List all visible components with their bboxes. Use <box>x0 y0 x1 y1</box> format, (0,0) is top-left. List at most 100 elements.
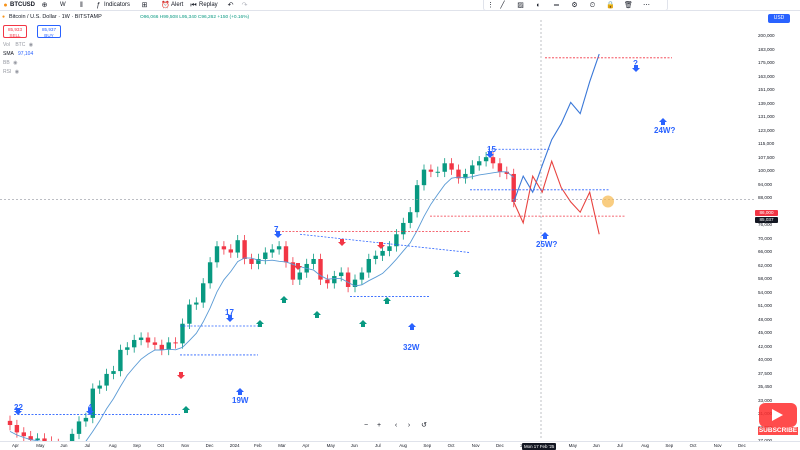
candle-body <box>414 185 420 213</box>
legend-row-bb-name: BB <box>3 60 10 66</box>
symbol-search[interactable]: BTCUSD <box>10 2 35 8</box>
annotation-7: 7 <box>274 225 279 234</box>
legend-row-vol-value: BTC <box>15 42 26 48</box>
time-label: Feb <box>254 443 262 448</box>
legend-row-rsi[interactable]: RSI ◉ <box>3 69 19 75</box>
price-label: 163,000 <box>758 73 775 79</box>
zoom-in-icon[interactable]: + <box>376 422 382 429</box>
zoom-out-icon[interactable]: − <box>363 422 369 429</box>
line-tool-icon[interactable]: ╱ <box>500 2 505 9</box>
price-label: 48,000 <box>758 316 773 322</box>
candle-body <box>276 246 282 250</box>
price-label: 131,000 <box>758 114 775 119</box>
annotation-17: 17 <box>225 308 234 317</box>
drawing-toolbar: ⋮ ╱ ▨ ◐ ═ ⚙ ⏲ 🔒 🗑 ⋯ <box>483 0 668 11</box>
candle-body <box>504 171 509 174</box>
candle-body <box>477 161 482 166</box>
legend-row-vol[interactable]: Vol BTC ◉ <box>3 42 33 48</box>
candle-body <box>180 323 185 344</box>
settings-icon[interactable]: ⚙ <box>571 2 578 9</box>
replay-icon[interactable]: ⏮ <box>190 2 197 9</box>
arrow-down-marker <box>377 242 385 249</box>
cursor-highlight <box>602 195 614 208</box>
annotation-question: ? <box>633 59 638 68</box>
color-tool-icon[interactable]: ◐ <box>536 2 541 9</box>
candle-body <box>442 163 447 172</box>
replay-button[interactable]: Replay <box>199 2 218 8</box>
arrow-down-marker <box>486 151 494 158</box>
drag-handle-icon[interactable]: ⋮ <box>487 2 494 9</box>
subscribe-watermark[interactable]: SUBSCRIBE <box>758 403 798 441</box>
candle-body <box>490 157 496 164</box>
candle-body <box>311 258 316 264</box>
alert-icon[interactable]: ⏰ <box>161 2 170 9</box>
legend-title[interactable]: Bitcoin / U.S. Dollar · 1W · BITSTAMP <box>9 14 102 20</box>
scroll-right-icon[interactable]: › <box>407 422 411 429</box>
arrow-up-marker <box>453 270 461 277</box>
eye-icon[interactable]: ◉ <box>28 42 34 48</box>
chart-navigation: − + ‹ › ↺ <box>361 421 431 431</box>
indicators-icon[interactable]: ƒ <box>96 2 101 9</box>
fill-tool-icon[interactable]: ▨ <box>517 2 524 9</box>
scroll-left-icon[interactable]: ‹ <box>394 422 398 429</box>
buy-button[interactable]: 85,937 BUY <box>37 25 61 38</box>
reset-chart-icon[interactable]: ↺ <box>421 422 427 429</box>
indicators-button[interactable]: Indicators <box>104 2 131 8</box>
time-label: Sep <box>423 443 432 448</box>
legend-row-bb[interactable]: BB ◉ <box>3 60 17 66</box>
templates-icon[interactable]: ⊞ <box>141 2 148 9</box>
play-icon <box>772 409 783 421</box>
interval-button[interactable]: W <box>60 2 66 8</box>
time-label: Dec <box>205 443 214 448</box>
legend-row-sma[interactable]: SMA 97,104 <box>3 51 33 57</box>
chart-type-icon[interactable]: ǁ <box>80 2 83 9</box>
candle-body <box>263 252 268 259</box>
time-label: Mar <box>278 443 286 448</box>
candle-body <box>166 342 171 350</box>
price-axis[interactable]: 200,000 183,000 175,000 163,000 151,000 139,0… <box>754 11 800 445</box>
undo-icon[interactable]: ↶ <box>227 2 234 9</box>
price-tag-current: 85,037 <box>755 217 778 223</box>
time-label: Jul <box>84 443 91 448</box>
time-label: Apr <box>12 443 19 448</box>
annotation-32w: 32W <box>403 343 420 352</box>
more-icon[interactable]: ⋯ <box>643 2 650 9</box>
add-symbol-icon[interactable]: ⊕ <box>41 2 48 9</box>
time-label: Apr <box>302 443 310 448</box>
arrow-up-marker <box>182 406 190 413</box>
time-label: 2024 <box>229 443 240 448</box>
delete-icon[interactable]: 🗑 <box>624 2 633 9</box>
price-label: 100,000 <box>758 168 775 173</box>
line-width-icon[interactable]: ═ <box>554 2 559 9</box>
candle-body <box>270 249 275 253</box>
candle-body <box>394 234 399 247</box>
candle-body <box>28 436 33 440</box>
annotation-25w: 25W? <box>536 240 558 249</box>
candle-body <box>421 169 427 186</box>
candle-body <box>428 169 434 172</box>
price-tag-red: 86,000 <box>755 210 778 216</box>
eye-icon[interactable]: ◉ <box>13 60 18 66</box>
arrow-down-marker <box>177 372 185 379</box>
price-label: 42,000 <box>758 343 773 349</box>
legend-row-vol-name: Vol <box>3 42 10 48</box>
legend-row-sma-name: SMA <box>3 51 14 57</box>
time-axis[interactable]: Apr May Jun Jul Aug Sep Oct Nov Dec 2024 Feb Mar Apr… <box>0 441 800 450</box>
price-label: 62,000 <box>758 262 773 268</box>
annotation-4: 4 <box>88 404 92 411</box>
alert-button[interactable]: Alert <box>171 2 184 8</box>
sell-price: 85,933 <box>7 27 23 32</box>
alert-add-icon[interactable]: ⏲ <box>589 2 596 9</box>
arrow-up-marker <box>236 388 244 395</box>
candle-body <box>214 246 220 263</box>
sell-button[interactable]: 85,933 SELL <box>3 25 27 38</box>
currency-button[interactable]: USD <box>768 14 790 23</box>
time-label: Aug <box>641 443 649 448</box>
eye-icon[interactable]: ◉ <box>14 69 20 75</box>
time-label: Oct <box>447 443 455 448</box>
redo-icon[interactable]: ↷ <box>241 2 248 9</box>
candle-body <box>339 272 344 277</box>
price-label: 35,450 <box>758 384 773 389</box>
lock-icon[interactable]: 🔒 <box>606 2 615 9</box>
